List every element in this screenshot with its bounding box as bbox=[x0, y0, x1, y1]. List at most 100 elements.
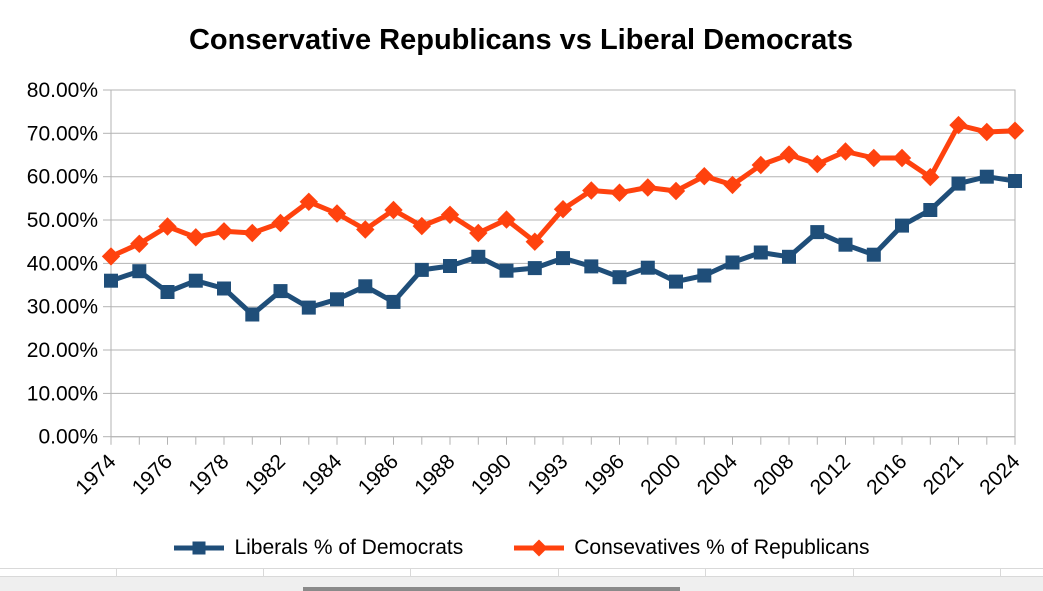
y-axis-label: 50.00% bbox=[27, 209, 98, 232]
data-point-marker bbox=[1008, 174, 1022, 188]
data-point-marker bbox=[273, 284, 288, 299]
chart-title: Conservative Republicans vs Liberal Demo… bbox=[189, 24, 853, 56]
data-point-marker bbox=[497, 210, 516, 229]
legend-item-conservatives: Consevatives % of Republicans bbox=[513, 536, 870, 560]
x-axis-label: 1978 bbox=[184, 450, 233, 499]
legend-label-liberals: Liberals % of Democrats bbox=[234, 536, 464, 559]
x-axis-label: 2021 bbox=[919, 450, 968, 499]
data-point-marker bbox=[808, 154, 827, 174]
data-point-marker bbox=[951, 176, 966, 191]
data-point-marker bbox=[299, 192, 318, 211]
legend-item-liberals: Liberals % of Democrats bbox=[173, 536, 463, 560]
data-point-marker bbox=[243, 223, 262, 243]
series-line-1 bbox=[108, 122, 1018, 259]
chart[interactable]: Conservative Republicans vs Liberal Demo… bbox=[0, 0, 1043, 530]
data-point-marker bbox=[101, 247, 121, 266]
sheet-column-border bbox=[263, 569, 264, 577]
y-axis-label: 80.00% bbox=[27, 79, 98, 102]
sheet-row-border bbox=[0, 568, 1043, 569]
data-point-marker bbox=[469, 223, 488, 243]
data-point-marker bbox=[499, 263, 514, 278]
y-axis-label: 60.00% bbox=[27, 166, 98, 189]
data-point-marker bbox=[666, 181, 686, 201]
data-point-marker bbox=[386, 294, 401, 309]
chart-legend: Liberals % of Democrats Consevatives % o… bbox=[0, 533, 1043, 563]
data-point-marker bbox=[443, 259, 457, 273]
data-point-marker bbox=[810, 225, 825, 240]
x-axis-label: 2000 bbox=[636, 450, 685, 499]
data-point-marker bbox=[414, 262, 429, 277]
data-point-marker bbox=[723, 175, 742, 195]
data-point-marker bbox=[697, 268, 712, 283]
data-point-marker bbox=[245, 307, 260, 322]
data-point-marker bbox=[440, 205, 460, 224]
data-point-marker bbox=[104, 273, 118, 288]
data-point-marker bbox=[921, 167, 940, 187]
data-point-marker bbox=[977, 122, 996, 142]
sheet-row-border bbox=[0, 576, 1043, 577]
data-point-marker bbox=[725, 255, 740, 270]
data-point-marker bbox=[525, 232, 544, 251]
y-axis-label: 30.00% bbox=[27, 296, 98, 319]
data-point-marker bbox=[471, 249, 486, 264]
y-axis-label: 10.00% bbox=[27, 382, 98, 405]
sheet-column-border bbox=[853, 569, 854, 577]
data-point-marker bbox=[301, 300, 316, 315]
x-axis-label: 2024 bbox=[975, 450, 1025, 500]
x-axis-label: 2012 bbox=[806, 450, 855, 499]
x-axis-label: 1976 bbox=[128, 450, 177, 499]
data-point-marker bbox=[923, 203, 938, 217]
data-point-marker bbox=[669, 274, 683, 289]
y-axis-label: 0.00% bbox=[38, 426, 98, 449]
x-axis-label: 1990 bbox=[467, 450, 516, 499]
horizontal-scrollbar-thumb[interactable] bbox=[303, 587, 680, 591]
spreadsheet-cells-strip[interactable] bbox=[0, 563, 1043, 577]
x-axis-label: 1982 bbox=[241, 450, 290, 499]
series-line-0 bbox=[108, 174, 1018, 317]
data-point-marker bbox=[610, 183, 629, 202]
data-point-marker bbox=[582, 181, 601, 200]
data-point-marker bbox=[384, 200, 403, 220]
data-point-marker bbox=[695, 167, 714, 186]
data-point-marker bbox=[612, 270, 627, 285]
data-point-marker bbox=[949, 115, 968, 135]
data-point-marker bbox=[556, 251, 570, 266]
data-point-marker bbox=[779, 145, 799, 164]
data-point-marker bbox=[356, 220, 375, 239]
x-axis-label: 1974 bbox=[71, 450, 121, 500]
data-point-marker bbox=[892, 148, 912, 168]
data-point-marker bbox=[160, 285, 175, 299]
x-axis-label: 2008 bbox=[749, 450, 798, 499]
legend-swatch-liberals-line-square-icon bbox=[174, 541, 225, 555]
data-point-marker bbox=[358, 279, 373, 294]
data-point-marker bbox=[271, 213, 290, 233]
data-point-marker bbox=[132, 264, 147, 279]
plot-area: 0.00% 10.00% 20.00% 30.00% 40.00% 50.00% 60.00… bbox=[27, 79, 1025, 499]
data-point-marker bbox=[751, 155, 770, 175]
data-point-marker bbox=[753, 245, 768, 260]
data-point-marker bbox=[527, 261, 542, 276]
sheet-column-border bbox=[705, 569, 706, 577]
y-axis-label: 40.00% bbox=[27, 252, 98, 275]
sheet-column-border bbox=[116, 569, 117, 577]
x-axis-label: 1993 bbox=[523, 450, 572, 499]
data-point-marker bbox=[214, 222, 234, 241]
data-point-marker bbox=[838, 237, 853, 252]
data-point-marker bbox=[782, 249, 796, 264]
data-point-marker bbox=[412, 216, 431, 236]
horizontal-scrollbar-track[interactable] bbox=[0, 577, 1043, 591]
data-point-marker bbox=[864, 148, 883, 168]
data-point-marker bbox=[836, 142, 855, 161]
x-axis-label: 2016 bbox=[862, 450, 911, 499]
x-axis-label: 1986 bbox=[354, 450, 403, 499]
sheet-column-border bbox=[410, 569, 411, 577]
data-point-marker bbox=[217, 281, 231, 296]
legend-label-conservatives: Consevatives % of Republicans bbox=[574, 536, 870, 559]
sheet-column-border bbox=[1000, 569, 1001, 577]
data-point-marker bbox=[979, 169, 994, 184]
data-point-marker bbox=[188, 273, 203, 288]
y-axis-label: 70.00% bbox=[27, 122, 98, 145]
sheet-column-border bbox=[558, 569, 559, 577]
x-axis-label: 1984 bbox=[297, 450, 347, 500]
